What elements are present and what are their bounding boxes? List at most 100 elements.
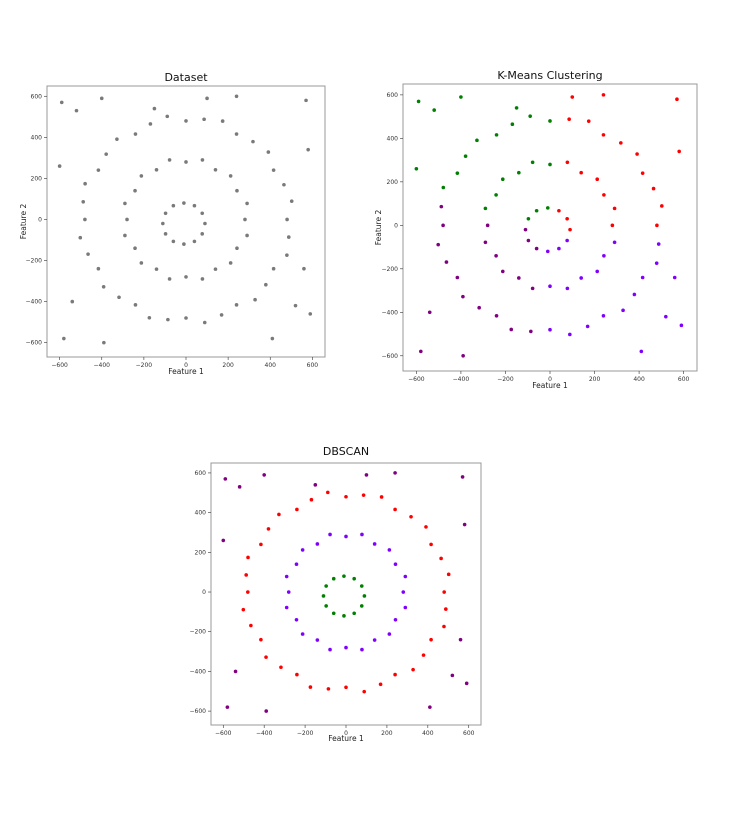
chart-title: DBSCAN [323, 445, 369, 458]
data-point [203, 221, 207, 226]
data-point [245, 201, 249, 206]
y-tick-label: 0 [394, 222, 398, 229]
data-point [362, 594, 367, 598]
data-point [664, 314, 668, 319]
data-point [163, 232, 168, 236]
data-point [86, 252, 90, 256]
data-point [192, 203, 197, 208]
data-point [565, 286, 570, 291]
data-point [221, 538, 226, 543]
data-point [328, 532, 332, 537]
y-tick-label: 600 [387, 92, 399, 99]
data-point [57, 164, 62, 168]
data-point [510, 122, 515, 127]
x-tick-label: −200 [136, 362, 153, 369]
data-point [545, 206, 550, 210]
data-point [184, 275, 188, 279]
data-point [264, 709, 269, 713]
data-point [123, 201, 127, 206]
data-point [262, 473, 266, 477]
data-point [672, 275, 677, 280]
data-point [184, 119, 188, 123]
data-point [133, 188, 137, 193]
data-point [677, 149, 681, 154]
data-point [331, 611, 336, 616]
data-point [154, 267, 159, 271]
y-tick-label: 400 [195, 510, 207, 517]
y-tick-label: 200 [387, 179, 399, 186]
data-point [235, 246, 239, 250]
data-point [342, 614, 346, 618]
data-point [464, 681, 469, 686]
data-point [586, 119, 591, 123]
data-point [450, 673, 455, 678]
data-point [225, 705, 230, 709]
data-point [325, 490, 330, 495]
data-point [416, 99, 421, 104]
data-point [601, 93, 606, 97]
data-point [234, 132, 239, 136]
x-axis-label: Feature 1 [328, 734, 364, 743]
data-point [359, 584, 364, 588]
data-point [545, 249, 550, 254]
data-point [324, 604, 328, 608]
data-point [326, 687, 331, 691]
data-point [534, 246, 539, 251]
data-point [309, 497, 314, 502]
data-point [264, 282, 268, 287]
data-point [548, 119, 552, 123]
data-point [152, 106, 157, 111]
data-point [200, 158, 205, 162]
data-point [461, 353, 465, 358]
x-tick-label: −400 [256, 730, 273, 737]
data-point [570, 95, 575, 99]
data-point [315, 638, 320, 642]
data-point [530, 286, 535, 291]
data-point [401, 590, 406, 594]
data-point [96, 168, 101, 172]
data-point [429, 542, 433, 547]
data-point [387, 548, 392, 552]
data-point [62, 336, 66, 341]
x-tick-label: 600 [463, 730, 475, 737]
data-point [485, 223, 490, 228]
data-point [237, 485, 242, 489]
data-point [308, 685, 313, 689]
data-point [654, 261, 659, 265]
x-tick-label: −600 [408, 376, 425, 383]
data-point [441, 223, 445, 228]
data-point [277, 512, 281, 517]
data-point [444, 260, 449, 264]
data-point [378, 682, 383, 687]
data-point [462, 522, 467, 527]
data-point [483, 206, 488, 211]
plot-area [46, 85, 326, 358]
data-point [133, 303, 138, 307]
data-point [344, 534, 348, 539]
data-point [675, 97, 679, 102]
kmeans-chart: K-Means Clustering Feature 1 Feature 2 −600… [374, 69, 698, 390]
data-point [166, 317, 170, 322]
data-point [557, 246, 561, 251]
data-point [461, 294, 465, 299]
data-point [246, 590, 250, 594]
data-point [655, 223, 659, 228]
data-point [78, 235, 83, 240]
x-tick-label: 0 [344, 730, 348, 737]
data-point [651, 186, 656, 191]
data-point [517, 170, 521, 175]
data-point [285, 217, 289, 222]
data-point [679, 323, 684, 328]
data-point [424, 525, 428, 529]
data-point [409, 514, 413, 519]
data-point [241, 607, 246, 612]
data-point [439, 556, 443, 561]
data-point [302, 266, 306, 271]
x-tick-label: −600 [215, 730, 232, 737]
data-point [359, 604, 364, 608]
data-point [567, 117, 571, 122]
data-point [621, 308, 625, 313]
data-point [421, 653, 426, 657]
y-tick-label: 600 [195, 470, 207, 477]
data-point [271, 266, 276, 271]
